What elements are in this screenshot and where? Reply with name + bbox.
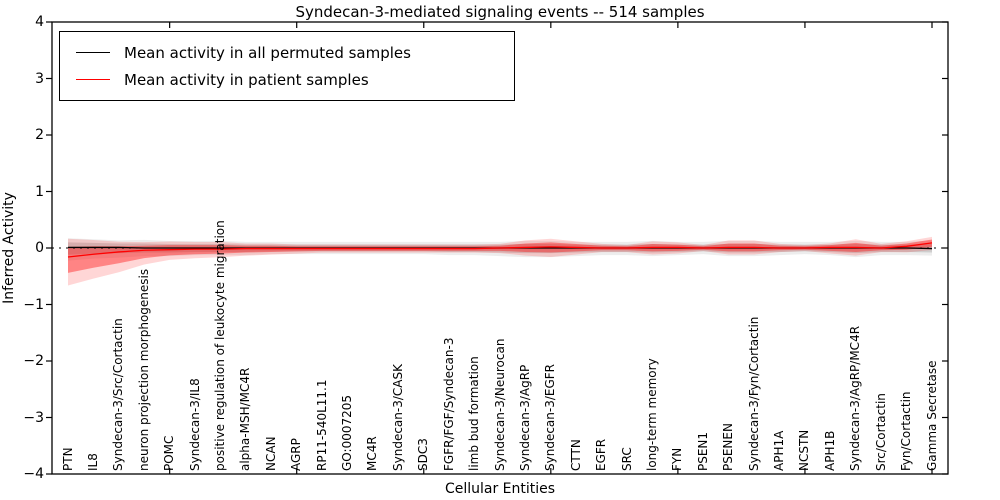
x-tick-label: neuron projection morphogenesis	[136, 268, 151, 471]
x-tick-label: MC4R	[365, 436, 380, 471]
x-tick-label: Fyn/Cortactin	[899, 391, 914, 471]
x-tick-label: Gamma Secretase	[924, 360, 939, 471]
plot-border	[51, 21, 949, 475]
x-tick-label: CTTN	[568, 439, 583, 471]
x-tick-label: Syndecan-3/AgRP	[517, 364, 532, 471]
y-tick-label: 1	[35, 183, 44, 200]
x-tick-label: APH1B	[822, 430, 837, 471]
x-axis-label: Cellular Entities	[444, 481, 556, 497]
x-tick-label: AGRP	[289, 438, 304, 471]
x-tick-label: long-term memory	[644, 358, 659, 471]
x-tick-label: NCAN	[263, 436, 278, 471]
x-tick-label: alpha-MSH/MC4R	[238, 367, 253, 471]
x-tick-label: PSEN1	[695, 431, 710, 471]
legend-label-permuted: Mean activity in all permuted samples	[124, 43, 411, 62]
x-tick-label: Syndecan-3/IL8	[187, 378, 202, 471]
y-tick-label: −4	[23, 466, 44, 482]
y-tick-label: 4	[35, 14, 44, 30]
x-tick-label: PTN	[60, 447, 75, 471]
y-tick-label: 0	[35, 240, 44, 256]
x-tick-label: Syndecan-3/EGFR	[543, 363, 558, 471]
legend-entry-patient: Mean activity in patient samples	[66, 66, 508, 93]
x-tick-label: positive regulation of leukocyte migrati…	[212, 220, 227, 471]
x-tick-label: Syndecan-3/Neurocan	[492, 338, 507, 471]
patient-mean-line	[67, 242, 933, 258]
x-tick-label: Syndecan-3/CASK	[390, 364, 405, 471]
x-tick-label: IL8	[85, 453, 100, 471]
legend-entry-permuted: Mean activity in all permuted samples	[66, 39, 508, 66]
y-tick-label: −1	[23, 296, 44, 313]
x-tick-label: SRC	[619, 447, 634, 471]
x-tick-label: Syndecan-3/Fyn/Cortactin	[746, 316, 761, 471]
legend: Mean activity in all permuted samples Me…	[59, 31, 515, 101]
y-tick-label: 2	[35, 127, 44, 143]
x-tick-label: FYN	[670, 447, 685, 471]
x-tick-label: FGFR/FGF/Syndecan-3	[441, 337, 456, 471]
x-tick-label: EGFR	[594, 438, 609, 471]
x-tick-label: APH1A	[772, 430, 787, 471]
x-tick-label: GO:0007205	[340, 394, 355, 471]
x-tick-label: PSENEN	[721, 423, 736, 471]
x-tick-label: POMC	[162, 435, 177, 471]
x-tick-label: NCSTN	[797, 429, 812, 471]
chart-title: Syndecan-3-mediated signaling events -- …	[295, 3, 705, 21]
legend-label-patient: Mean activity in patient samples	[124, 70, 369, 89]
x-tick-label: RP11-540L11.1	[314, 379, 329, 471]
y-tick-label: −2	[23, 353, 44, 369]
permuted-band-outer	[68, 238, 932, 261]
x-tick-label: Src/Cortactin	[873, 393, 888, 471]
x-tick-label: limb bud formation	[467, 356, 482, 471]
patient-line-swatch	[76, 79, 110, 80]
y-tick-label: 3	[35, 70, 44, 87]
permuted-line-swatch	[76, 52, 110, 53]
x-tick-label: Syndecan-3/Src/Cortactin	[111, 318, 126, 471]
y-tick-label: −3	[23, 409, 44, 426]
x-tick-label: Syndecan-3/AgRP/MC4R	[848, 325, 863, 471]
x-tick-label: SDC3	[416, 438, 431, 471]
